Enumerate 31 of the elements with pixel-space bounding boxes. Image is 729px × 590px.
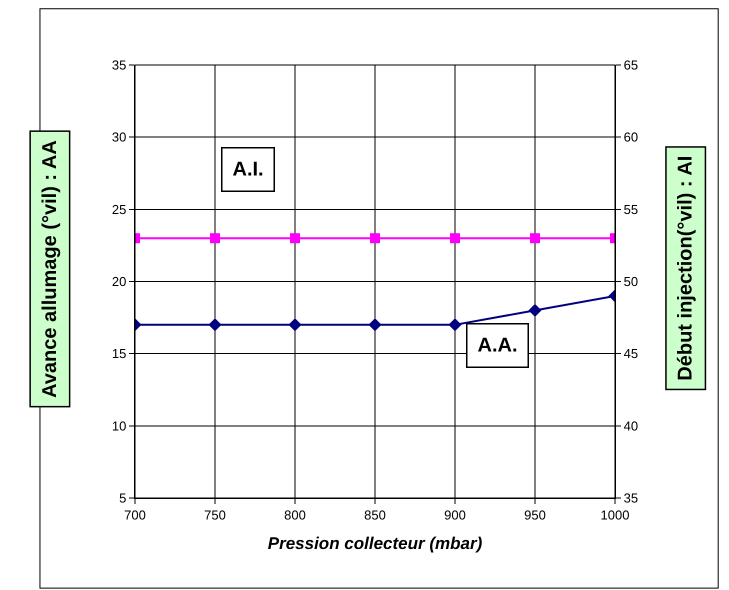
- y2-tick-label: 45: [624, 346, 638, 362]
- y-tick-label: 30: [112, 130, 126, 145]
- x-tick-label: 900: [444, 508, 466, 523]
- point: [528, 304, 542, 317]
- y2-tick-label: 35: [624, 490, 638, 506]
- series-label: A.A.: [478, 334, 518, 356]
- x-tick-label: 850: [364, 508, 386, 523]
- y-axis-title: Avance allumage (°vil) : AA: [38, 140, 61, 398]
- y-tick-label: 10: [112, 418, 126, 434]
- y-tick-label: 5: [119, 490, 126, 506]
- y2-axis-title: Début injection(°vil) : AI: [674, 156, 697, 381]
- x-axis-title: Pression collecteur (mbar): [268, 534, 483, 553]
- y2-tick-label: 40: [624, 418, 638, 434]
- x-tick-label: 950: [524, 508, 546, 523]
- y2-tick-label: 50: [624, 274, 638, 290]
- point: [208, 318, 222, 332]
- point: [448, 318, 462, 332]
- x-tick-label: 800: [284, 508, 306, 523]
- y-tick-label: 35: [112, 58, 126, 73]
- point: [288, 318, 302, 332]
- x-tick-label: 750: [204, 508, 226, 523]
- y-tick-label: 25: [112, 202, 126, 217]
- y-tick-label: 20: [112, 274, 126, 290]
- x-tick-label: 1000: [600, 508, 630, 523]
- x-tick-label: 700: [124, 508, 146, 523]
- y2-tick-label: 60: [624, 130, 638, 145]
- y-tick-label: 15: [112, 346, 126, 362]
- y2-tick-label: 65: [624, 58, 638, 73]
- point: [368, 318, 382, 332]
- text: A.I.: [232, 158, 264, 180]
- y2-tick-label: 55: [624, 202, 638, 217]
